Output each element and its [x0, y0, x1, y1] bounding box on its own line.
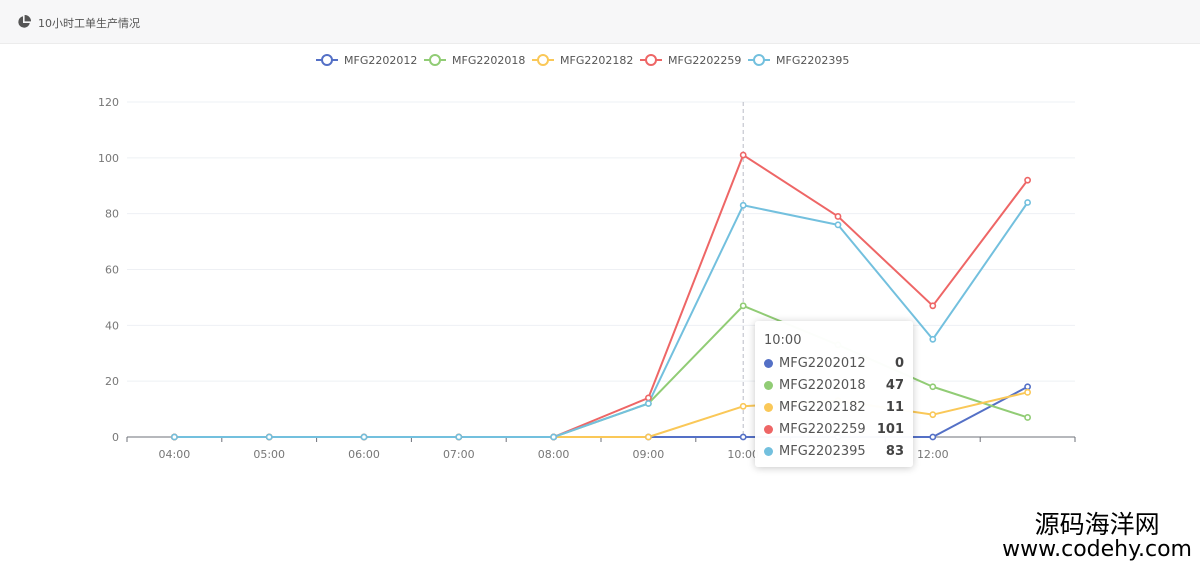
tooltip-dot: [764, 424, 773, 434]
legend-marker: [429, 54, 441, 66]
data-point-MFG2202395: [739, 201, 747, 209]
tooltip-series-name: MFG2202259: [779, 421, 866, 437]
x-tick-label: 09:00: [633, 448, 665, 461]
tooltip-series-value: 101: [876, 421, 904, 437]
data-point-MFG2202395: [834, 221, 842, 229]
data-point-MFG2202259: [1024, 176, 1031, 184]
tooltip-series-value: 0: [894, 355, 904, 371]
line-chart: 0 20 40 60 80 100 120 04:00 05:00 06:00 07:00 08:00…: [0, 44, 1200, 574]
x-tick-label: 05:00: [253, 448, 285, 461]
tooltip-row: MFG2202018 47: [764, 374, 904, 396]
legend-item: MFG2202012: [316, 54, 417, 67]
y-tick-label: 40: [105, 319, 119, 332]
data-point-MFG2202018: [1024, 414, 1031, 421]
x-tick-label: 06:00: [348, 448, 380, 461]
x-tick-label: 07:00: [443, 448, 475, 461]
data-point-MFG2202018: [739, 302, 747, 310]
y-tick-label: 80: [105, 208, 119, 221]
watermark: 源码海洋网 www.codehy.com: [1002, 510, 1192, 563]
x-tick-label: 10:00: [727, 448, 759, 461]
data-point-MFG2202395: [265, 433, 273, 441]
watermark-line2: www.codehy.com: [1002, 537, 1192, 563]
tooltip-series-value: 47: [885, 377, 904, 393]
tooltip-row: MFG2202012 0: [764, 352, 904, 374]
x-tick-label: 04:00: [159, 448, 191, 461]
tooltip-dot: [764, 380, 773, 390]
tooltip-series-value: 11: [885, 399, 904, 415]
legend-item: MFG2202018: [424, 54, 525, 67]
data-point-MFG2202259: [645, 394, 652, 402]
data-point-MFG2202182: [645, 433, 652, 441]
data-point-MFG2202182: [739, 402, 747, 410]
data-point-MFG2202395: [360, 433, 368, 441]
legend-marker: [645, 54, 657, 66]
pie-chart-icon: [18, 15, 31, 28]
legend-marker: [537, 54, 549, 66]
legend-marker: [753, 54, 765, 66]
series-line-MFG2202395: [174, 201, 1029, 438]
y-tick-label: 0: [112, 431, 119, 444]
data-point-MFG2202259: [739, 151, 747, 159]
data-point-MFG2202259: [929, 302, 937, 310]
legend-item: MFG2202259: [640, 54, 741, 67]
chart-tooltip: 10:00 MFG2202012 0 MFG2202018 47 MFG2202182 1…: [755, 321, 913, 467]
data-point-MFG2202395: [1024, 199, 1031, 206]
tooltip-row: MFG2202182 11: [764, 396, 904, 418]
tooltip-row: MFG2202395 83: [764, 440, 904, 462]
tooltip-dot: [764, 446, 773, 456]
y-tick-label: 60: [105, 264, 119, 277]
tooltip-dot: [764, 358, 773, 368]
y-tick-label: 120: [98, 96, 119, 109]
data-point-MFG2202012: [1024, 383, 1031, 391]
legend-item: MFG2202182: [532, 54, 633, 67]
data-point-MFG2202395: [170, 433, 178, 441]
tooltip-series-name: MFG2202012: [779, 355, 866, 371]
legend-marker: [321, 54, 333, 66]
panel-title: 10小时工单生产情况: [38, 17, 140, 30]
y-tick-label: 20: [105, 375, 119, 388]
chart-svg: 0 20 40 60 80 100 120 04:00 05:00 06:00 07:00 08:00…: [98, 54, 1076, 461]
tooltip-series-name: MFG2202182: [779, 399, 866, 415]
x-tick-label: 08:00: [538, 448, 570, 461]
data-point-MFG2202018: [929, 383, 937, 391]
data-point-MFG2202395: [455, 433, 463, 441]
legend-label: MFG2202182: [560, 54, 633, 67]
panel-header: 10小时工单生产情况: [0, 0, 1200, 44]
legend-label: MFG2202012: [344, 54, 417, 67]
data-point-MFG2202182: [1024, 388, 1031, 396]
legend-label: MFG2202259: [668, 54, 741, 67]
tooltip-row: MFG2202259 101: [764, 418, 904, 440]
tooltip-series-name: MFG2202018: [779, 377, 866, 393]
watermark-line1: 源码海洋网: [1034, 510, 1160, 539]
data-point-MFG2202259: [834, 213, 842, 220]
data-point-MFG2202395: [929, 335, 937, 343]
data-point-MFG2202012: [929, 433, 937, 441]
data-point-MFG2202395: [550, 433, 557, 441]
legend-label: MFG2202395: [776, 54, 849, 67]
legend-label: MFG2202018: [452, 54, 525, 67]
tooltip-series-value: 83: [885, 443, 904, 459]
tooltip-dot: [764, 402, 773, 412]
tooltip-title: 10:00: [764, 333, 802, 348]
legend-item: MFG2202395: [748, 54, 849, 67]
data-point-MFG2202012: [739, 433, 747, 441]
x-tick-label: 12:00: [917, 448, 949, 461]
data-point-MFG2202182: [929, 411, 937, 419]
data-point-MFG2202395: [645, 400, 652, 407]
tooltip-series-name: MFG2202395: [779, 443, 866, 459]
y-tick-label: 100: [98, 152, 119, 165]
